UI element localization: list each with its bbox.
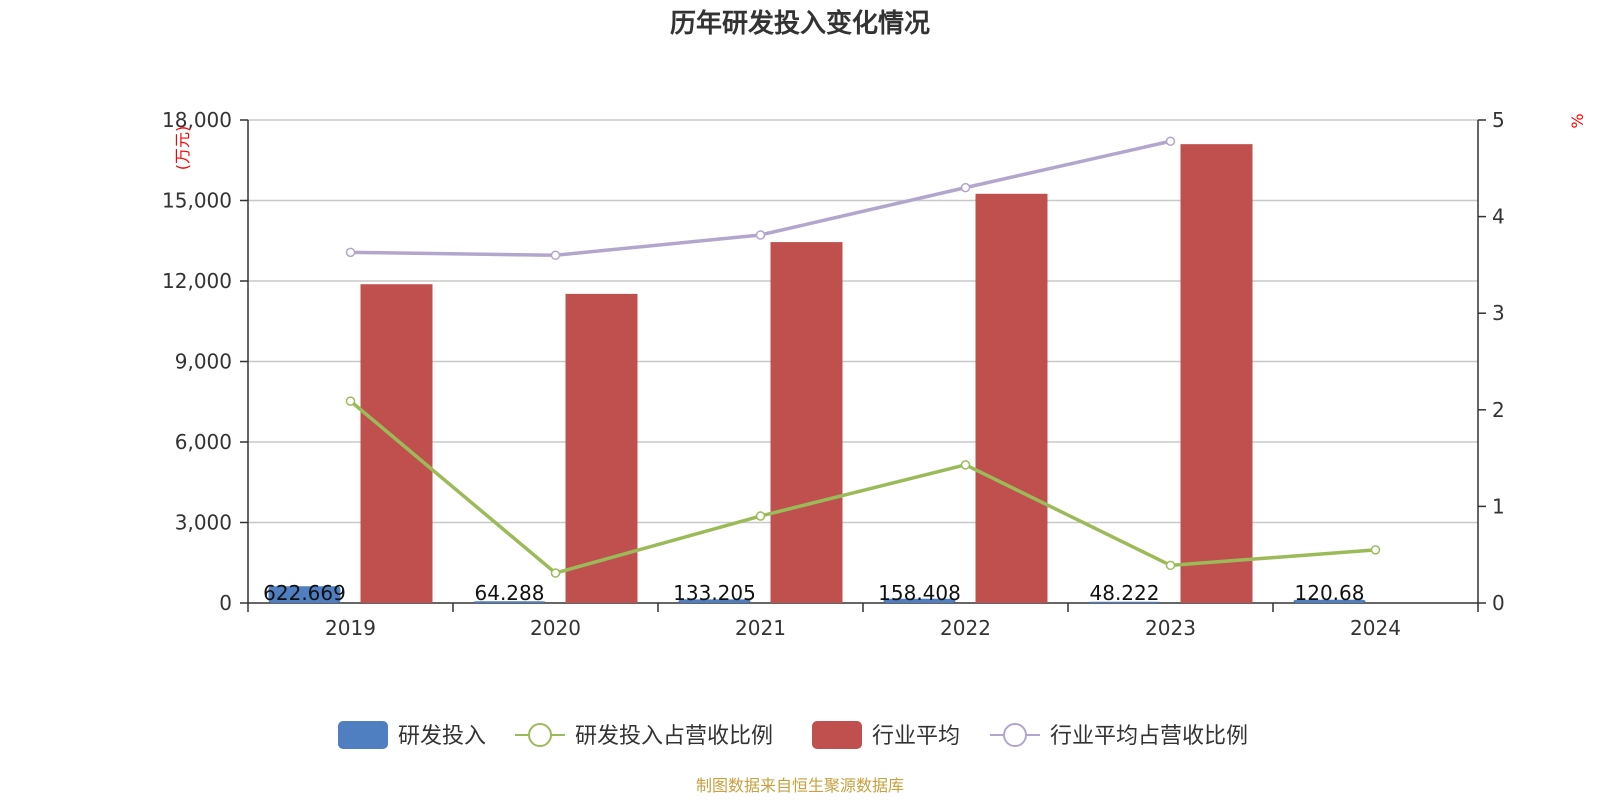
line-series <box>345 136 1381 578</box>
bar-series <box>268 144 1366 603</box>
legend-item-industry-average: 行业平均 <box>812 721 960 749</box>
right-axis-tick-label: 0 <box>1492 591 1505 615</box>
left-axis-tick-label: 9,000 <box>175 350 232 374</box>
bar-industry-average <box>975 193 1048 603</box>
grid-lines <box>248 119 1478 524</box>
bar-industry-average <box>565 293 638 603</box>
right-axis-tick-label: 5 <box>1492 108 1505 132</box>
point-rd-ratio <box>960 460 971 470</box>
bar-rd-investment <box>678 599 751 603</box>
right-axis-tick-label: 4 <box>1492 205 1505 229</box>
bar-industry-average <box>360 284 433 603</box>
right-axis-tick-label: 3 <box>1492 301 1505 325</box>
bar-industry-average <box>770 242 843 603</box>
legend-swatch-marker <box>1003 723 1027 747</box>
point-industry-ratio <box>550 250 561 260</box>
bar-rd-investment <box>1088 601 1161 603</box>
bar-data-label: 158.408 <box>878 581 961 605</box>
bar-data-label: 120.68 <box>1295 581 1365 605</box>
point-rd-ratio <box>1370 545 1381 555</box>
legend-item-rd-investment: 研发投入 <box>338 721 486 749</box>
point-industry-ratio <box>755 230 766 240</box>
legend: 研发投入 研发投入占营收比例 行业平均 行业平均占营收比例 <box>338 721 1248 749</box>
left-axis-tick-label: 15,000 <box>162 189 232 213</box>
legend-label: 行业平均占营收比例 <box>1050 724 1248 749</box>
x-axis-tick-label: 2023 <box>1145 616 1196 640</box>
left-axis-tick-label: 3,000 <box>175 511 232 535</box>
point-rd-ratio <box>345 396 356 406</box>
point-rd-ratio <box>550 568 561 578</box>
left-axis-tick-label: 6,000 <box>175 430 232 454</box>
left-axis-tick-label: 0 <box>219 591 232 615</box>
left-axis-unit: (万元) <box>173 126 192 171</box>
legend-swatch <box>338 721 388 749</box>
left-axis-tick-label: 12,000 <box>162 269 232 293</box>
right-axis-unit: % <box>1568 113 1587 128</box>
x-axis-tick-label: 2021 <box>735 616 786 640</box>
point-industry-ratio <box>345 247 356 258</box>
bar-rd-investment <box>268 586 341 603</box>
left-axis-tick-label: 18,000 <box>162 108 232 132</box>
legend-item-rd-ratio: 研发投入占营收比例 <box>515 723 773 749</box>
legend-swatch <box>812 721 862 749</box>
x-axis-tick-label: 2022 <box>940 616 991 640</box>
bar-industry-average <box>1180 144 1253 603</box>
bar-data-label: 133.205 <box>673 581 756 605</box>
legend-label: 行业平均 <box>872 724 960 749</box>
x-axis-tick-label: 2020 <box>530 616 581 640</box>
legend-item-industry-ratio: 行业平均占营收比例 <box>990 723 1248 749</box>
point-industry-ratio <box>1165 136 1176 147</box>
legend-label: 研发投入 <box>398 724 486 749</box>
bar-rd-investment <box>473 601 546 603</box>
legend-swatch-marker <box>528 723 552 747</box>
bar-rd-investment <box>883 598 956 603</box>
data-labels: 622.669 64.288 133.205 158.408 48.222 120.68 <box>263 581 1364 605</box>
bar-data-label: 64.288 <box>475 581 545 605</box>
right-axis-tick-label: 1 <box>1492 494 1505 518</box>
x-axis-tick-label: 2024 <box>1350 616 1401 640</box>
legend-label: 研发投入占营收比例 <box>575 724 773 749</box>
right-axis-tick-label: 2 <box>1492 398 1505 422</box>
right-axis: 0 1 2 3 4 5 <box>1477 108 1505 615</box>
point-industry-ratio <box>960 182 971 193</box>
x-axis-tick-label: 2019 <box>325 616 376 640</box>
bar-data-label: 622.669 <box>263 581 346 605</box>
data-source: 制图数据来自恒生聚源数据库 <box>696 776 904 795</box>
point-rd-ratio <box>1165 560 1176 571</box>
line-rd-ratio <box>349 399 1376 575</box>
left-axis: 0 3,000 6,000 9,000 12,000 15,000 18,000 <box>162 108 249 615</box>
point-rd-ratio <box>755 511 766 521</box>
bar-rd-investment <box>1293 599 1366 603</box>
x-axis: 2019 2020 2021 2022 2023 2024 <box>247 602 1479 640</box>
chart-title: 历年研发投入变化情况 <box>670 8 930 39</box>
bar-data-label: 48.222 <box>1090 581 1160 605</box>
